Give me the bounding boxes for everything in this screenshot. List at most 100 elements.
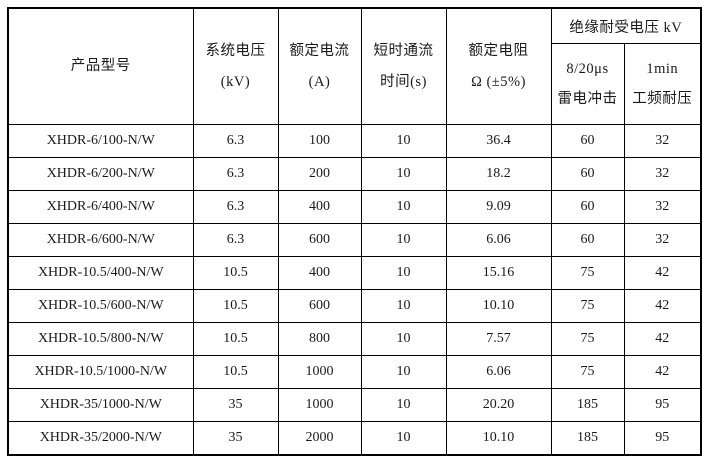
cell-system-voltage: 35 (192, 421, 279, 456)
cell-system-voltage: 6.3 (192, 124, 279, 158)
cell-impulse-withstand: 185 (550, 421, 625, 456)
header-lightning-impulse-line2: 雷电冲击 (557, 91, 618, 107)
cell-impulse-withstand: 60 (550, 124, 625, 158)
cell-impulse-withstand: 60 (550, 223, 625, 257)
cell-model: XHDR-6/400-N/W (7, 190, 194, 224)
header-system-voltage-line2: (kV) (220, 73, 251, 90)
table-row: XHDR-6/200-N/W 6.3 200 10 18.2 60 32 (7, 157, 702, 191)
header-product-model: 产品型号 (7, 7, 194, 125)
cell-impulse-withstand: 75 (550, 355, 625, 389)
header-rated-current-line2: (A) (308, 73, 331, 90)
cell-model: XHDR-35/1000-N/W (7, 388, 194, 422)
cell-impulse-withstand: 185 (550, 388, 625, 422)
header-system-voltage: 系统电压 (kV) (192, 7, 279, 125)
cell-rated-current: 400 (277, 256, 362, 290)
cell-rated-current: 200 (277, 157, 362, 191)
header-rated-current: 额定电流 (A) (277, 7, 362, 125)
cell-impulse-withstand: 75 (550, 289, 625, 323)
cell-resistance: 9.09 (445, 190, 552, 224)
cell-pf-withstand: 95 (623, 421, 702, 456)
cell-impulse-withstand: 60 (550, 190, 625, 224)
cell-pf-withstand: 32 (623, 190, 702, 224)
header-power-frequency: 1min 工频耐压 (623, 43, 702, 125)
cell-impulse-withstand: 75 (550, 322, 625, 356)
cell-short-time: 10 (360, 322, 447, 356)
header-product-model-label: 产品型号 (70, 58, 131, 74)
cell-pf-withstand: 32 (623, 157, 702, 191)
cell-system-voltage: 6.3 (192, 190, 279, 224)
table-row: XHDR-35/1000-N/W 35 1000 10 20.20 185 95 (7, 388, 702, 422)
header-insulation-withstand-label: 绝缘耐受电压 kV (569, 19, 683, 36)
cell-system-voltage: 35 (192, 388, 279, 422)
cell-short-time: 10 (360, 256, 447, 290)
cell-resistance: 6.06 (445, 223, 552, 257)
cell-rated-current: 1000 (277, 388, 362, 422)
table-row: XHDR-10.5/800-N/W 10.5 800 10 7.57 75 42 (7, 322, 702, 356)
cell-pf-withstand: 42 (623, 256, 702, 290)
cell-rated-current: 600 (277, 289, 362, 323)
cell-resistance: 10.10 (445, 289, 552, 323)
cell-system-voltage: 10.5 (192, 355, 279, 389)
cell-pf-withstand: 32 (623, 223, 702, 257)
cell-short-time: 10 (360, 388, 447, 422)
table-row: XHDR-10.5/1000-N/W 10.5 1000 10 6.06 75 … (7, 355, 702, 389)
header-short-time-line2: 时间(s) (380, 73, 427, 90)
cell-resistance: 6.06 (445, 355, 552, 389)
cell-resistance: 10.10 (445, 421, 552, 456)
cell-short-time: 10 (360, 157, 447, 191)
header-insulation-withstand-group: 绝缘耐受电压 kV (550, 7, 702, 44)
header-rated-current-line1: 额定电流 (289, 42, 350, 59)
cell-system-voltage: 10.5 (192, 289, 279, 323)
table-row: XHDR-6/400-N/W 6.3 400 10 9.09 60 32 (7, 190, 702, 224)
header-rated-resistance: 额定电阻 Ω (±5%) (445, 7, 552, 125)
cell-model: XHDR-10.5/400-N/W (7, 256, 194, 290)
cell-resistance: 36.4 (445, 124, 552, 158)
cell-model: XHDR-6/200-N/W (7, 157, 194, 191)
header-power-frequency-line1: 1min (646, 61, 679, 77)
cell-pf-withstand: 42 (623, 322, 702, 356)
table-row: XHDR-10.5/400-N/W 10.5 400 10 15.16 75 4… (7, 256, 702, 290)
cell-system-voltage: 10.5 (192, 256, 279, 290)
cell-rated-current: 2000 (277, 421, 362, 456)
header-system-voltage-line1: 系统电压 (205, 42, 266, 59)
table-row: XHDR-10.5/600-N/W 10.5 600 10 10.10 75 4… (7, 289, 702, 323)
cell-short-time: 10 (360, 421, 447, 456)
cell-rated-current: 400 (277, 190, 362, 224)
table-row: XHDR-6/600-N/W 6.3 600 10 6.06 60 32 (7, 223, 702, 257)
header-row-top: 产品型号 系统电压 (kV) 额定电流 (A) 短时通流 时间(s) 额定电阻 … (7, 7, 702, 125)
header-rated-resistance-line1: 额定电阻 (468, 42, 529, 59)
cell-system-voltage: 10.5 (192, 322, 279, 356)
cell-short-time: 10 (360, 124, 447, 158)
cell-pf-withstand: 32 (623, 124, 702, 158)
cell-model: XHDR-10.5/600-N/W (7, 289, 194, 323)
header-row-sub: 8/20μs 雷电冲击 1min 工频耐压 (8, 43, 702, 125)
cell-pf-withstand: 42 (623, 355, 702, 389)
cell-short-time: 10 (360, 190, 447, 224)
table-row: XHDR-6/100-N/W 6.3 100 10 36.4 60 32 (7, 124, 702, 158)
cell-system-voltage: 6.3 (192, 157, 279, 191)
cell-model: XHDR-35/2000-N/W (7, 421, 194, 456)
header-lightning-impulse-line1: 8/20μs (566, 61, 609, 77)
header-lightning-impulse: 8/20μs 雷电冲击 (550, 43, 625, 125)
cell-short-time: 10 (360, 355, 447, 389)
header-power-frequency-line2: 工频耐压 (632, 91, 693, 107)
cell-resistance: 15.16 (445, 256, 552, 290)
cell-model: XHDR-6/100-N/W (7, 124, 194, 158)
cell-resistance: 20.20 (445, 388, 552, 422)
cell-rated-current: 100 (277, 124, 362, 158)
cell-pf-withstand: 42 (623, 289, 702, 323)
cell-impulse-withstand: 75 (550, 256, 625, 290)
cell-short-time: 10 (360, 223, 447, 257)
cell-pf-withstand: 95 (623, 388, 702, 422)
cell-resistance: 7.57 (445, 322, 552, 356)
header-short-time-line1: 短时通流 (373, 42, 434, 59)
cell-short-time: 10 (360, 289, 447, 323)
cell-system-voltage: 6.3 (192, 223, 279, 257)
cell-resistance: 18.2 (445, 157, 552, 191)
header-short-time-duration: 短时通流 时间(s) (360, 7, 447, 125)
cell-rated-current: 600 (277, 223, 362, 257)
cell-rated-current: 1000 (277, 355, 362, 389)
cell-impulse-withstand: 60 (550, 157, 625, 191)
header-rated-resistance-line2: Ω (±5%) (471, 73, 526, 90)
